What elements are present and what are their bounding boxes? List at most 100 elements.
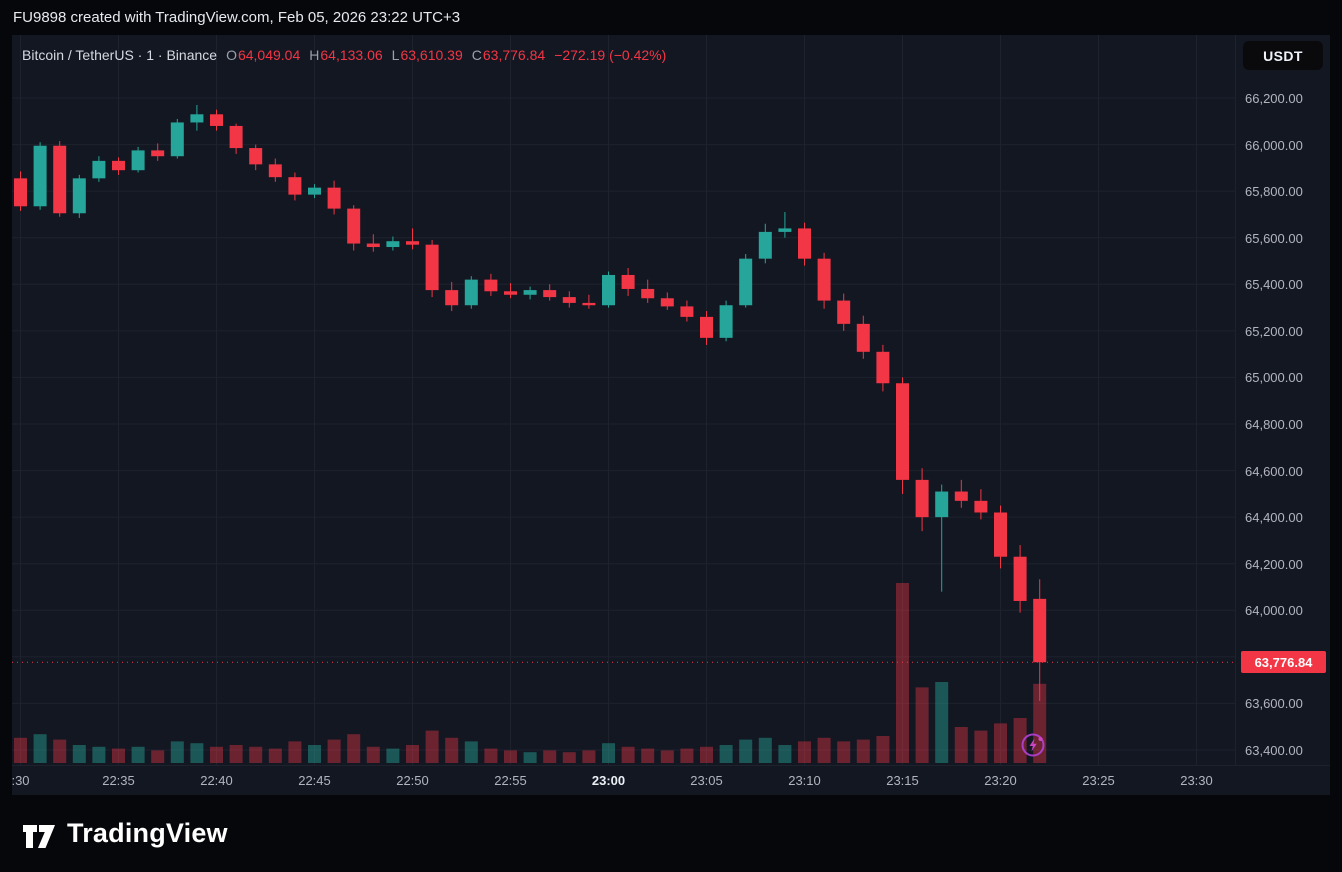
price-axis-label: 66,200.00 [1245, 91, 1303, 106]
lightning-marker-icon[interactable] [1020, 732, 1046, 758]
ohlc-close: C 63,776.84 [472, 47, 545, 63]
candle-body [131, 150, 145, 171]
high-label: H [309, 47, 320, 63]
candle-body [837, 300, 851, 324]
close-label: C [471, 47, 482, 63]
candle-body [1033, 598, 1047, 663]
candlestick-chart[interactable] [12, 35, 1235, 765]
volume-bar [425, 730, 439, 763]
volume-bar [170, 741, 184, 763]
price-axis-label: 64,600.00 [1245, 463, 1303, 479]
volume-bar [739, 739, 753, 763]
volume-bar [53, 739, 67, 763]
chart-legend[interactable]: Bitcoin / TetherUS · 1 · Binance O 64,04… [22, 45, 666, 65]
volume-bar [229, 745, 243, 763]
candle-body [92, 160, 106, 179]
open-label: O [226, 47, 237, 63]
volume-bar [915, 687, 929, 763]
time-axis-label: 22:55 [494, 773, 527, 788]
time-axis-label: 22:50 [396, 773, 429, 788]
candle-body [778, 228, 792, 232]
volume-bar [190, 743, 204, 763]
volume-bar [268, 748, 282, 763]
time-axis[interactable]: :30 22:35 22:40 22:45 22:50 22:55 23:00 23:05 23… [12, 765, 1330, 795]
ohlc-high: H 64,133.06 [309, 47, 382, 63]
volume-bar [582, 750, 596, 763]
candle-body [190, 114, 204, 123]
low-label: L [391, 47, 400, 63]
candle-body [1013, 556, 1027, 601]
candle-body [347, 208, 361, 244]
price-axis-label: 65,200.00 [1245, 323, 1303, 339]
volume-bar [131, 746, 145, 763]
close-value: 63,776.84 [482, 47, 546, 63]
candle-body [151, 150, 165, 157]
watermark-statusbar: FU9898 created with TradingView.com, Feb… [0, 0, 1342, 35]
candle-body [700, 316, 713, 338]
candle-body [53, 145, 67, 214]
candle-body [758, 231, 772, 259]
candle-body [543, 290, 557, 298]
volume-bar [308, 745, 321, 763]
candle-body [425, 244, 439, 291]
volume-bar [92, 746, 106, 763]
ohlc-low: L 63,610.39 [392, 47, 463, 63]
volume-bar [14, 737, 27, 763]
footer-bar: TradingView [0, 795, 1342, 872]
volume-bar [602, 743, 615, 763]
candle-body [915, 479, 929, 518]
volume-bar [562, 752, 576, 763]
price-axis-label: 64,800.00 [1245, 417, 1303, 432]
price-axis[interactable]: 63,776.84 66,200.00 66,000.00 65,800.00 65,… [1235, 35, 1330, 765]
volume-bar [641, 748, 655, 763]
volume-bar [72, 745, 86, 763]
currency-toggle-button[interactable]: USDT [1243, 41, 1323, 70]
volume-bar [876, 736, 890, 763]
volume-bar [856, 739, 870, 763]
tradingview-wordmark[interactable]: TradingView [67, 818, 228, 848]
volume-bar [464, 741, 478, 763]
volume-bar [700, 746, 713, 763]
open-value: 64,049.04 [237, 47, 301, 63]
candle-body [621, 274, 635, 289]
volume-bar [347, 734, 361, 763]
volume-bar [621, 746, 635, 763]
volume-bar [954, 727, 968, 763]
candle-body [288, 177, 302, 195]
chart-plot-area[interactable] [12, 35, 1235, 765]
low-value: 63,610.39 [400, 47, 463, 63]
volume-bar [504, 750, 517, 763]
volume-bar [112, 748, 125, 763]
volume-bar [484, 748, 498, 763]
candle-body [562, 297, 576, 303]
volume-bar [660, 750, 674, 763]
time-axis-label: 23:30 [1180, 773, 1213, 788]
candle-body [876, 351, 890, 384]
volume-bar [896, 583, 909, 763]
time-axis-label: 23:00 [591, 773, 626, 788]
candle-body [935, 491, 949, 518]
time-axis-label: 23:15 [886, 773, 919, 788]
volume-bar [151, 750, 165, 763]
volume-bar [798, 741, 811, 763]
change-value: −272.19 (−0.42%) [554, 47, 667, 63]
last-price-badge: 63,776.84 [1241, 651, 1326, 674]
volume-bar [288, 741, 302, 763]
candle-body [33, 145, 47, 207]
candle-body [406, 241, 419, 245]
candle-body [641, 288, 655, 299]
price-axis-label: 64,400.00 [1245, 510, 1303, 526]
candle-body [896, 383, 909, 480]
symbol-title[interactable]: Bitcoin / TetherUS · 1 · Binance [22, 47, 218, 63]
tradingview-logo-icon[interactable] [22, 819, 56, 849]
volume-bar [523, 752, 537, 763]
price-axis-label: 63,400.00 [1245, 743, 1303, 758]
candle-body [386, 241, 400, 248]
candle-body [249, 148, 263, 165]
volume-bar [386, 748, 400, 763]
candle-body [798, 228, 811, 259]
volume-bar [837, 741, 851, 763]
candle-body [210, 114, 223, 126]
volume-bar [1013, 718, 1027, 763]
candle-body [602, 274, 615, 306]
